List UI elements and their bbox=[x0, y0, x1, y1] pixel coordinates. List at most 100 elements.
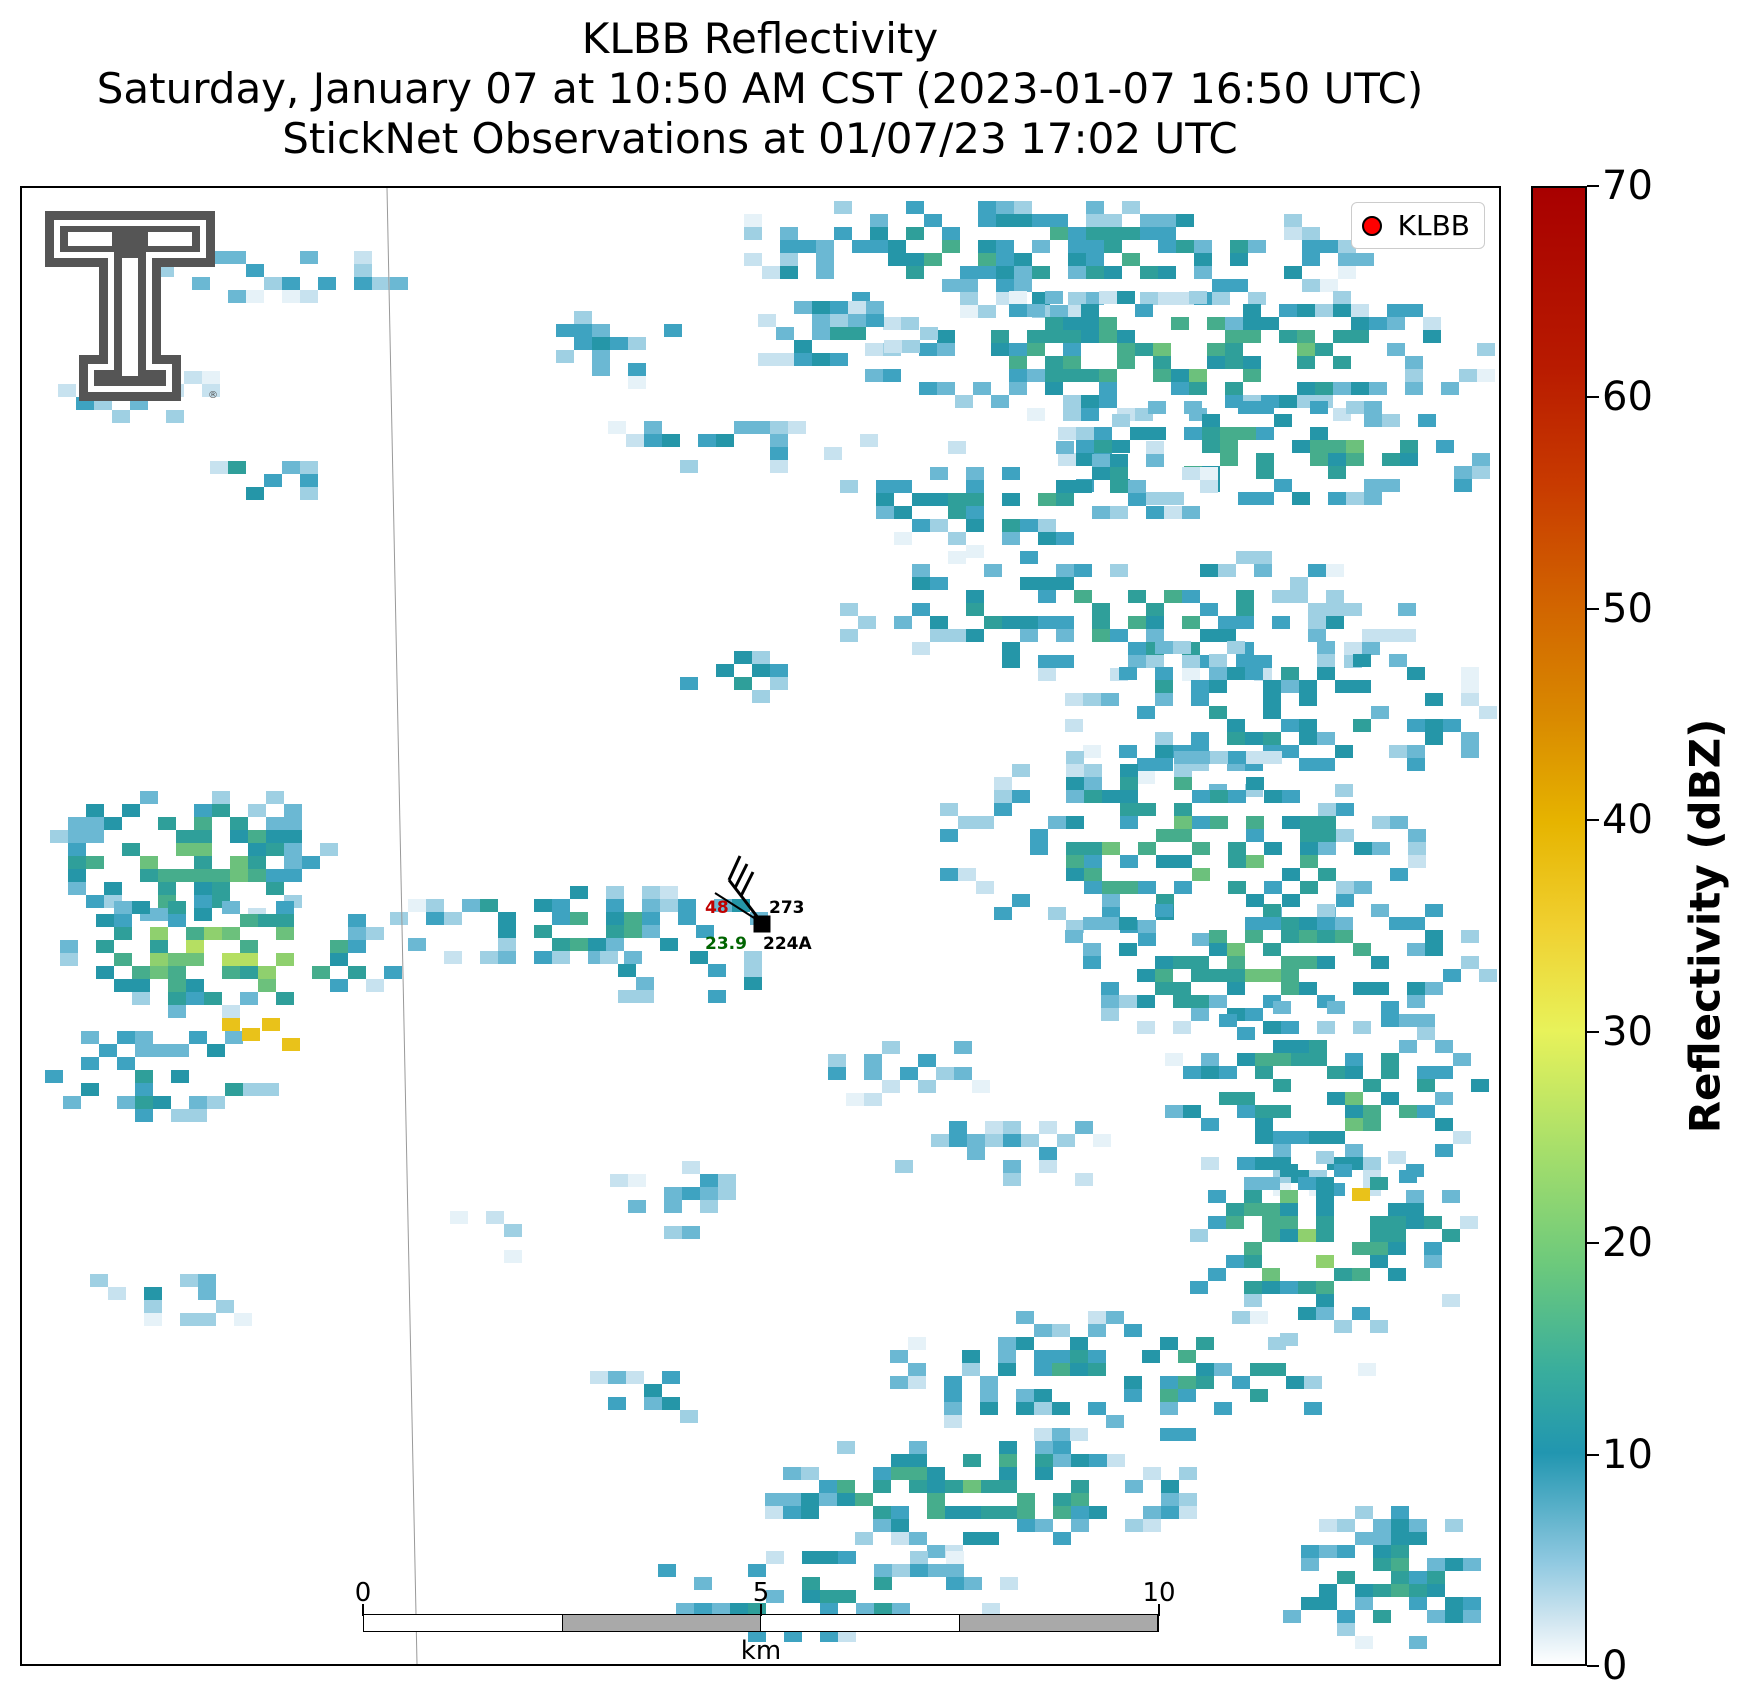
figure-title: KLBB Reflectivity Saturday, January 07 a… bbox=[20, 14, 1500, 164]
reflectivity-cell bbox=[1101, 982, 1119, 995]
reflectivity-cell bbox=[1156, 829, 1174, 842]
reflectivity-cell bbox=[1102, 894, 1120, 907]
reflectivity-cell bbox=[590, 1371, 608, 1384]
reflectivity-cell bbox=[1255, 1053, 1273, 1066]
reflectivity-cell bbox=[1352, 1242, 1370, 1255]
reflectivity-cell bbox=[876, 506, 894, 519]
reflectivity-cell bbox=[266, 791, 284, 804]
reflectivity-cell bbox=[276, 992, 294, 1005]
reflectivity-cell bbox=[1230, 240, 1248, 253]
reflectivity-cell bbox=[1245, 732, 1263, 745]
reflectivity-cell bbox=[1160, 1428, 1178, 1441]
reflectivity-cell bbox=[1316, 1281, 1334, 1294]
reflectivity-cell bbox=[1408, 829, 1426, 842]
reflectivity-cell bbox=[1000, 1577, 1018, 1590]
reflectivity-cell bbox=[1101, 917, 1119, 930]
reflectivity-cell bbox=[1371, 904, 1389, 917]
reflectivity-cell bbox=[1435, 1092, 1453, 1105]
reflectivity-cell bbox=[96, 966, 114, 979]
reflectivity-cell bbox=[1336, 881, 1354, 894]
reflectivity-cell bbox=[716, 664, 734, 677]
reflectivity-cell bbox=[81, 1057, 99, 1070]
reflectivity-cell bbox=[189, 1096, 207, 1109]
reflectivity-cell bbox=[552, 912, 570, 925]
reflectivity-cell bbox=[1463, 1610, 1481, 1623]
reflectivity-cell bbox=[1406, 1164, 1424, 1177]
reflectivity-cell bbox=[912, 603, 930, 616]
reflectivity-cell bbox=[963, 1480, 981, 1493]
reflectivity-cell bbox=[1164, 590, 1182, 603]
reflectivity-cell bbox=[860, 434, 878, 447]
reflectivity-cell bbox=[1246, 894, 1264, 907]
reflectivity-cell bbox=[1014, 266, 1032, 279]
reflectivity-cell bbox=[1143, 1519, 1161, 1532]
reflectivity-cell bbox=[230, 869, 248, 882]
reflectivity-cell bbox=[1068, 292, 1086, 305]
reflectivity-cell bbox=[606, 925, 624, 938]
reflectivity-cell bbox=[1353, 654, 1371, 667]
reflectivity-cell bbox=[122, 843, 140, 856]
reflectivity-cell bbox=[912, 642, 930, 655]
reflectivity-cell bbox=[1459, 369, 1477, 382]
reflectivity-cell bbox=[1370, 1320, 1388, 1333]
reflectivity-cell bbox=[1034, 1324, 1052, 1337]
reflectivity-cell bbox=[574, 311, 592, 324]
reflectivity-cell bbox=[248, 830, 266, 843]
reflectivity-cell bbox=[276, 901, 294, 914]
reflectivity-cell bbox=[1408, 855, 1426, 868]
reflectivity-cell bbox=[930, 493, 948, 506]
reflectivity-cell bbox=[240, 914, 258, 927]
reflectivity-cell bbox=[873, 1506, 891, 1519]
reflectivity-cell bbox=[1074, 564, 1092, 577]
reflectivity-cell bbox=[909, 1441, 927, 1454]
reflectivity-cell bbox=[534, 925, 552, 938]
reflectivity-cell bbox=[246, 264, 264, 277]
reflectivity-cell bbox=[1279, 304, 1297, 317]
reflectivity-cell bbox=[266, 869, 284, 882]
reflectivity-cell bbox=[1281, 982, 1299, 995]
reflectivity-cell bbox=[1088, 1324, 1106, 1337]
reflectivity-cell bbox=[1236, 590, 1254, 603]
reflectivity-cell bbox=[63, 1096, 81, 1109]
reflectivity-cell bbox=[1184, 401, 1202, 414]
reflectivity-cell bbox=[610, 1174, 628, 1187]
reflectivity-cell bbox=[1248, 292, 1266, 305]
reflectivity-cell bbox=[1327, 1001, 1345, 1014]
reflectivity-cell bbox=[794, 353, 812, 366]
reflectivity-cell bbox=[86, 895, 104, 908]
reflectivity-cell bbox=[68, 830, 86, 843]
reflectivity-cell bbox=[354, 277, 372, 290]
reflectivity-cell bbox=[1407, 943, 1425, 956]
reflectivity-cell bbox=[1050, 227, 1068, 240]
reflectivity-cell bbox=[225, 1083, 243, 1096]
title-line-1: KLBB Reflectivity bbox=[581, 14, 939, 63]
reflectivity-cell bbox=[1122, 227, 1140, 240]
reflectivity-cell bbox=[135, 1096, 153, 1109]
reflectivity-cell bbox=[978, 266, 996, 279]
reflectivity-cell bbox=[901, 317, 919, 330]
reflectivity-cell bbox=[1092, 629, 1110, 642]
reflectivity-cell bbox=[930, 629, 948, 642]
reflectivity-cell bbox=[1409, 1636, 1427, 1649]
reflectivity-cell bbox=[1382, 453, 1400, 466]
reflectivity-cell bbox=[1371, 982, 1389, 995]
reflectivity-cell bbox=[168, 1005, 186, 1018]
reflectivity-cell bbox=[1161, 1480, 1179, 1493]
reflectivity-cell bbox=[752, 690, 770, 703]
colorbar-tick bbox=[1587, 819, 1599, 822]
reflectivity-cell bbox=[1104, 240, 1122, 253]
reflectivity-cell bbox=[1092, 603, 1110, 616]
reflectivity-cell bbox=[837, 1441, 855, 1454]
reflectivity-cell bbox=[892, 1564, 910, 1577]
reflectivity-cell bbox=[1184, 427, 1202, 440]
reflectivity-cell bbox=[1156, 855, 1174, 868]
reflectivity-cell bbox=[1176, 240, 1194, 253]
reflectivity-cell bbox=[1443, 719, 1461, 732]
reflectivity-cell bbox=[1310, 440, 1328, 453]
reflectivity-cell bbox=[1382, 479, 1400, 492]
reflectivity-cell bbox=[1425, 693, 1443, 706]
reflectivity-cell bbox=[856, 1603, 874, 1616]
reflectivity-cell bbox=[690, 951, 708, 964]
reflectivity-cell bbox=[86, 830, 104, 843]
reflectivity-cell bbox=[1012, 894, 1030, 907]
